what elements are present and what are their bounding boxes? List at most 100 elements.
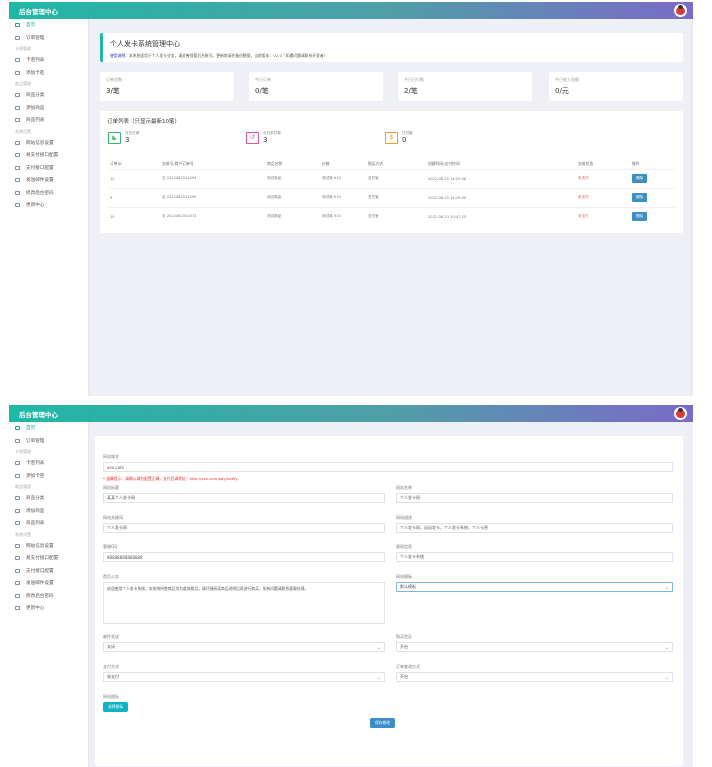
sidebar-item[interactable]: 更新中心 (9, 602, 88, 615)
nav-icon (15, 508, 20, 513)
email-select[interactable]: 关闭 ⌄ (103, 642, 385, 652)
mini-label: 今日订单 (125, 131, 140, 135)
pay-method-select[interactable]: 易支付 ⌄ (103, 672, 385, 682)
announcement-textarea[interactable]: 欢迎使用个人发卡系统，本系统所售商品均为虚拟商品，请仔细阅读商品说明后再进行购买… (103, 582, 385, 624)
keywords-input[interactable]: 个人发卡网 (103, 523, 385, 533)
sidebar-item[interactable]: 订单管理 (9, 435, 88, 448)
sidebar-item[interactable]: 卡密列表 (9, 54, 88, 67)
sidebar-item-label: 更新中心 (26, 203, 45, 209)
nav-icon (15, 58, 20, 63)
sidebar-item[interactable]: 首页 (9, 19, 88, 32)
chevron-down-icon: ⌄ (664, 675, 669, 681)
nav-group-label: 卡密管理 (15, 449, 31, 454)
query-value: 开启 (400, 674, 408, 679)
sidebar-item-label: 首页 (26, 426, 36, 432)
upload-icon-button[interactable]: 选择图标 (103, 702, 129, 712)
orders-title: 订单列表（只显示最新10笔） (107, 119, 180, 125)
sidebar-item-label: 修改后台密码 (26, 593, 54, 599)
table-row: 9 无 2022082514290 测试商品 测试商 ¥10 支付宝 2022-… (108, 187, 675, 207)
avatar[interactable] (674, 4, 687, 17)
verify-select[interactable]: 开启 ⌄ (396, 642, 673, 652)
sidebar-item[interactable]: 首页 (9, 422, 88, 435)
product-name: 测试商品 (265, 206, 320, 226)
nav-icon (15, 521, 20, 526)
sidebar-item[interactable]: 修改后台密码 (9, 187, 88, 200)
delete-button[interactable]: 删除 (632, 212, 648, 222)
field-label: 网站模板 (396, 574, 412, 579)
mini-value: 3 (263, 136, 268, 144)
sidebar-item[interactable]: 发送邮件设置 (9, 174, 88, 187)
welcome-banner: 个人发卡系统管理中心 使用说明：本系统适用于个人发卡业务，请妥善保管后台账号。更… (100, 33, 683, 62)
sidebar-item[interactable]: 更新中心 (9, 199, 88, 212)
sidebar-item[interactable]: 易支付接口配置 (9, 149, 88, 162)
template-select[interactable]: 默认模板 ⌄ (396, 582, 673, 592)
status-badge: 未支付 (576, 168, 630, 188)
sidebar-item-label: 商品列表 (26, 521, 45, 527)
site-url-input[interactable]: xxx.com (103, 462, 673, 472)
sidebar-item[interactable]: 商品分类 (9, 89, 88, 102)
save-button[interactable]: 保存修改 (370, 718, 396, 728)
sidebar-item[interactable]: 商品分类 (9, 492, 88, 505)
avatar[interactable] (674, 407, 687, 420)
description-input[interactable]: 个人发卡网，自动发卡，个人发卡系统，个人卡密 (396, 523, 673, 533)
copyright-input[interactable]: 个人发卡系统 (396, 552, 673, 562)
status-badge: 未支付 (576, 187, 630, 207)
stat-label: 订单总数 (106, 77, 122, 82)
site-title-input[interactable]: 某某个人发卡网 (103, 493, 385, 503)
table-row: 10 无 2022082514294 测试商品 测试商 ¥10 支付宝 2022… (108, 168, 675, 188)
query-select[interactable]: 开启 ⌄ (396, 672, 673, 682)
sidebar-item[interactable]: 网站信息设置 (9, 540, 88, 553)
sidebar-item[interactable]: 添加卡密 (9, 67, 88, 80)
stat-card-paid: 今日已付款 2/笔 (398, 72, 532, 101)
delete-button[interactable]: 删除 (632, 174, 648, 183)
nav-icon (15, 461, 20, 466)
stat-card-today-orders: 今日订单 0/笔 (249, 72, 383, 101)
sidebar-item-label: 商品分类 (26, 93, 45, 99)
column-header: 操作 (632, 160, 640, 166)
chevron-down-icon: ⌄ (664, 645, 669, 651)
nav-icon (15, 581, 20, 586)
sidebar-item[interactable]: 易支付接口配置 (9, 552, 88, 565)
app-title: 后台管理中心 (19, 7, 58, 16)
delete-button[interactable]: 删除 (632, 193, 648, 202)
sidebar-item-label: 商品分类 (26, 496, 45, 502)
orders-panel: 订单列表（只显示最新10笔） ◣ 今日订单 3 ↺ 今日未付款 3 $ 已付款 0 订… (100, 111, 683, 233)
sidebar-item[interactable]: 网站信息设置 (9, 137, 88, 150)
scrollbar[interactable] (690, 19, 693, 396)
field-label: 网站关键词 (103, 515, 123, 520)
created-time: 2022-08-25 14:29:48 (426, 168, 576, 188)
pay-method-value: 易支付 (107, 674, 119, 679)
usage-notes: 使用说明：本系统适用于个人发卡业务，请妥善保管后台账号。更新前请先备份数据，当前… (110, 53, 676, 59)
column-header: 交易状态 (578, 160, 594, 166)
notice-text: * 温馨提示：请确认域名配置正确，支付回调地址：http://xxx.com/p… (103, 476, 238, 481)
sidebar-item[interactable]: 发送邮件设置 (9, 577, 88, 590)
tag-icon: ↺ (246, 131, 259, 144)
sidebar-item[interactable]: 支付接口配置 (9, 565, 88, 578)
sidebar-item[interactable]: 订单管理 (9, 32, 88, 45)
sidebar-item[interactable]: 支付接口配置 (9, 162, 88, 175)
sidebar-item[interactable]: 商品列表 (9, 517, 88, 530)
nav-group-label: 系统设置 (15, 128, 31, 134)
email-value: 关闭 (107, 644, 115, 649)
sidebar-item-label: 易支付接口配置 (26, 153, 59, 159)
site-name-input[interactable]: 个人发卡网 (396, 493, 673, 503)
sidebar-item[interactable]: 修改后台密码 (9, 590, 88, 603)
sidebar-item[interactable]: 卡密列表 (9, 457, 88, 470)
nav-icon (15, 140, 20, 145)
sidebar-item[interactable]: 商品列表 (9, 114, 88, 127)
sidebar-item-label: 订单管理 (26, 438, 45, 444)
sidebar-item[interactable]: 添加卡密 (9, 470, 88, 483)
column-header: 价格 (322, 160, 330, 166)
trade-no: 无 2022082514294 (160, 168, 265, 188)
nav-icon (15, 543, 20, 548)
qq-input[interactable]: 88888888888888 (103, 552, 385, 562)
action-cell: 删除 (630, 168, 675, 188)
sidebar-item[interactable]: 添加商品 (9, 505, 88, 518)
product-name: 测试商品 (265, 168, 320, 188)
field-label: 网站描述 (396, 515, 412, 520)
trade-no: 无 2022082514290 (160, 187, 265, 207)
field-label: 网站名称 (396, 485, 412, 490)
verify-value: 开启 (400, 644, 408, 649)
table-header-row: 订单ID 交易号/商户订单号 商品名称 价格 购买方式 创建时间/支付时间 交易… (108, 159, 675, 169)
sidebar-item[interactable]: 添加商品 (9, 102, 88, 115)
